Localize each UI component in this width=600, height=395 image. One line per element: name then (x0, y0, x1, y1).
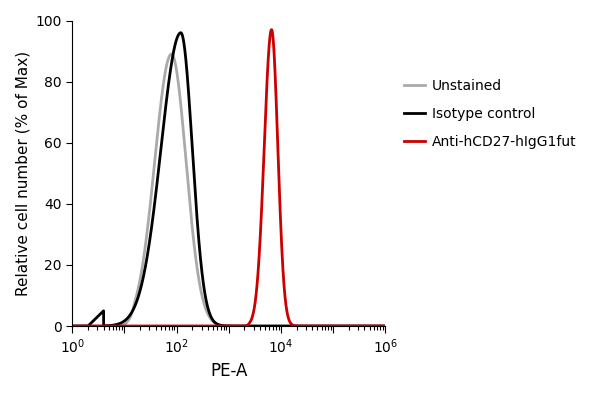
Legend: Unstained, Isotype control, Anti-hCD27-hIgG1fut: Unstained, Isotype control, Anti-hCD27-h… (398, 73, 582, 154)
X-axis label: PE-A: PE-A (210, 362, 247, 380)
Y-axis label: Relative cell number (% of Max): Relative cell number (% of Max) (15, 51, 30, 296)
